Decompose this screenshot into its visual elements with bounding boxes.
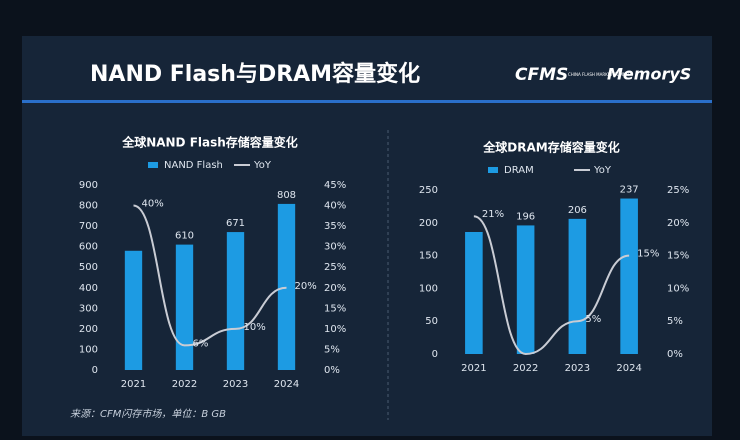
y-tick-label: 100 [79, 344, 98, 355]
line-label: 21% [482, 209, 504, 220]
bar-label: 808 [277, 190, 296, 201]
y-tick-label: 300 [79, 303, 98, 314]
header-rule [22, 100, 712, 103]
legend-label: YoY [253, 160, 272, 171]
chart-title: 全球NAND Flash存储容量变化 [121, 135, 298, 150]
bar-label: 206 [568, 205, 587, 216]
chart-title: 全球DRAM存储容量变化 [482, 140, 619, 155]
bar-label: 237 [620, 185, 639, 196]
y2-tick-label: 35% [324, 221, 346, 232]
y2-tick-label: 15% [667, 251, 689, 262]
y2-tick-label: 10% [324, 324, 346, 335]
yoy-line [473, 215, 630, 356]
y-tick-label: 400 [79, 283, 98, 294]
legend-label: YoY [593, 165, 612, 176]
bar [568, 218, 587, 354]
yoy-line [133, 204, 287, 347]
x-tick-label: 2023 [223, 379, 248, 390]
x-tick-label: 2023 [565, 363, 590, 374]
y2-tick-label: 5% [324, 344, 340, 355]
y2-tick-label: 5% [667, 316, 683, 327]
x-tick-label: 2021 [121, 379, 146, 390]
legend-swatch [488, 167, 498, 173]
screen [22, 36, 712, 436]
bar [465, 231, 483, 354]
line-label: 5% [585, 314, 601, 325]
y-tick-label: 200 [79, 324, 98, 335]
y-tick-label: 700 [79, 221, 98, 232]
line-label: 40% [142, 199, 164, 210]
y2-tick-label: 15% [324, 303, 346, 314]
legend-label: NAND Flash [164, 160, 223, 171]
bar-label: 671 [226, 218, 245, 229]
bar-label: 196 [516, 211, 535, 222]
legend-swatch [148, 162, 158, 168]
y2-tick-label: 20% [667, 218, 689, 229]
bar [124, 250, 143, 370]
y-tick-label: 600 [79, 242, 98, 253]
legend-label: DRAM [504, 165, 534, 176]
y-tick-label: 0 [92, 365, 98, 376]
y2-tick-label: 10% [667, 283, 689, 294]
y-tick-label: 200 [419, 218, 438, 229]
line-label: 20% [295, 281, 317, 292]
bar [620, 198, 638, 354]
x-tick-label: 2024 [274, 379, 299, 390]
y2-tick-label: 25% [324, 262, 346, 273]
y-tick-label: 100 [419, 283, 438, 294]
y2-tick-label: 40% [324, 201, 346, 212]
y-tick-label: 250 [419, 185, 438, 196]
x-tick-label: 2022 [172, 379, 197, 390]
y-tick-label: 500 [79, 262, 98, 273]
slide-title: NAND Flash与DRAM容量变化 [90, 61, 420, 87]
x-tick-label: 2024 [616, 363, 641, 374]
logo: MemoryS [607, 65, 691, 84]
y-tick-label: 50 [425, 316, 438, 327]
y-tick-label: 0 [432, 349, 438, 360]
y2-tick-label: 45% [324, 180, 346, 191]
logo-sub: CHINA FLASH MARKET SUMMIT [568, 72, 631, 77]
x-tick-label: 2022 [513, 363, 538, 374]
line-label: 15% [637, 249, 659, 260]
y-tick-label: 150 [419, 251, 438, 262]
y2-tick-label: 0% [324, 365, 340, 376]
logo: CFMS [515, 65, 568, 85]
y-tick-label: 900 [79, 180, 98, 191]
bar-label: 610 [175, 231, 194, 242]
bar [516, 225, 535, 354]
x-tick-label: 2021 [461, 363, 486, 374]
bar [226, 232, 245, 370]
y2-tick-label: 25% [667, 185, 689, 196]
y-tick-label: 800 [79, 201, 98, 212]
y2-tick-label: 30% [324, 242, 346, 253]
line-label: 6% [193, 338, 209, 349]
line-label: 10% [244, 322, 266, 333]
y2-tick-label: 20% [324, 283, 346, 294]
source-note: 来源：CFM闪存市场，单位：B GB [70, 408, 226, 420]
bar [175, 244, 194, 370]
y2-tick-label: 0% [667, 349, 683, 360]
